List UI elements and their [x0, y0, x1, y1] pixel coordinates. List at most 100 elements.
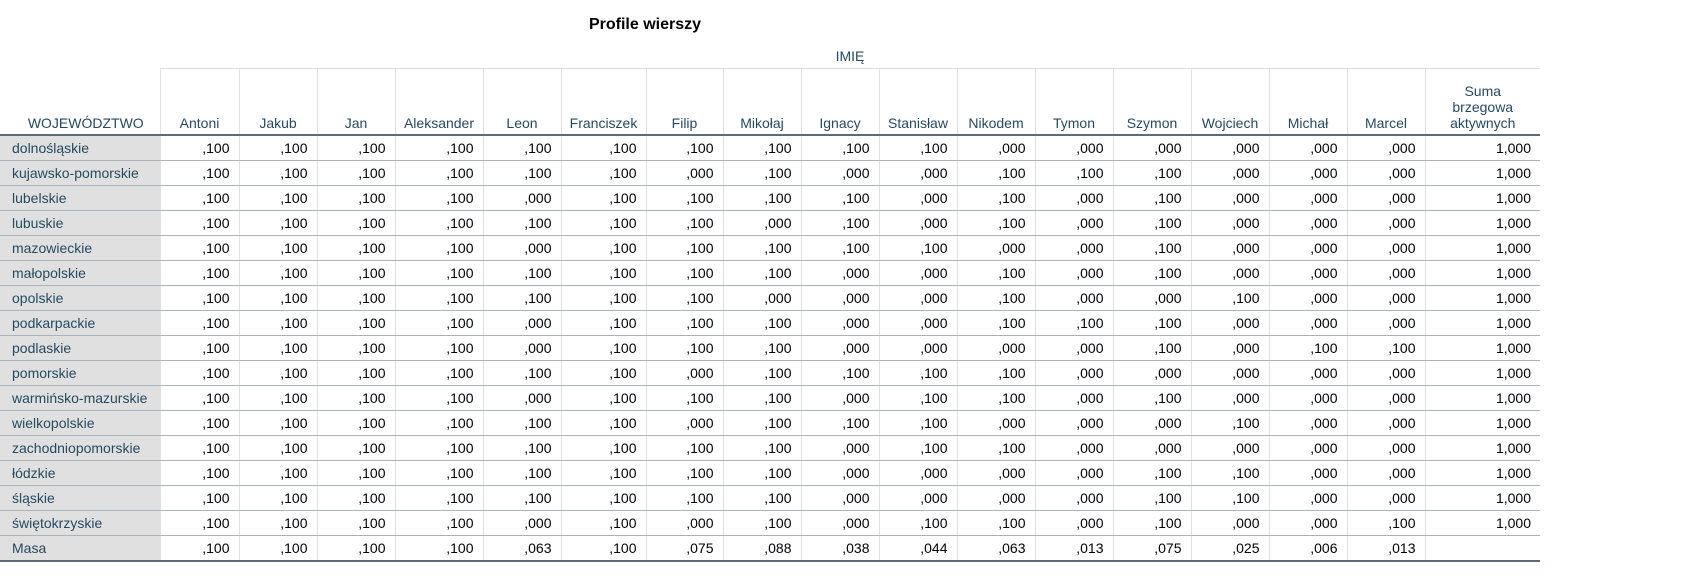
value-cell: ,100: [722, 460, 801, 486]
value-cell: ,100: [316, 210, 395, 236]
value-cell: ,100: [645, 285, 723, 311]
value-cell: ,000: [1346, 485, 1425, 511]
value-cell: ,000: [1034, 185, 1113, 211]
table-row: podkarpackie ,100,100,100,100,000,100,100…: [0, 310, 1540, 336]
value-cell: ,100: [394, 335, 483, 361]
column-header: Marcel: [1346, 68, 1425, 136]
value-cell: ,100: [645, 235, 723, 261]
value-cell: ,100: [394, 535, 483, 562]
value-cell: ,000: [645, 410, 723, 436]
value-cell: ,000: [1034, 435, 1113, 461]
value-cell: ,100: [560, 160, 646, 186]
value-cell: ,000: [1190, 210, 1269, 236]
value-cell: ,100: [645, 485, 723, 511]
column-header: Stanisław: [878, 68, 957, 136]
value-cell: ,000: [1034, 135, 1113, 161]
value-cell: ,000: [800, 260, 879, 286]
row-label: zachodniopomorskie: [0, 435, 160, 461]
value-cell: ,100: [238, 535, 317, 562]
value-cell: ,100: [316, 135, 395, 161]
value-cell: ,100: [722, 435, 801, 461]
value-cell: ,000: [1268, 285, 1347, 311]
value-cell: ,000: [1034, 235, 1113, 261]
value-cell: ,100: [1190, 410, 1269, 436]
value-cell: ,100: [878, 435, 957, 461]
column-header: Ignacy: [800, 68, 879, 136]
value-cell: ,100: [800, 135, 879, 161]
value-cell: ,000: [956, 410, 1035, 436]
value-cell: ,100: [722, 160, 801, 186]
value-cell: ,000: [1268, 460, 1347, 486]
value-cell: ,100: [159, 285, 239, 311]
value-cell: ,100: [956, 260, 1035, 286]
value-cell: ,100: [722, 135, 801, 161]
value-cell: ,000: [800, 385, 879, 411]
value-cell: ,100: [956, 360, 1035, 386]
value-cell: ,000: [1112, 135, 1191, 161]
value-cell: ,100: [560, 435, 646, 461]
value-cell: ,100: [645, 260, 723, 286]
value-cell: ,100: [238, 435, 317, 461]
table-row: zachodniopomorskie ,100,100,100,100,100,1…: [0, 435, 1540, 461]
value-cell: ,100: [1190, 460, 1269, 486]
value-cell: ,000: [956, 335, 1035, 361]
total-cell: 1,000: [1424, 435, 1540, 461]
value-cell: ,100: [800, 185, 879, 211]
value-cell: ,000: [1190, 360, 1269, 386]
row-variable-header: WOJEWÓDZTWO: [0, 68, 160, 136]
value-cell: ,000: [1034, 485, 1113, 511]
value-cell: ,000: [878, 335, 957, 361]
value-cell: ,100: [956, 510, 1035, 536]
value-cell: ,000: [1346, 310, 1425, 336]
column-header: Wojciech: [1190, 68, 1269, 136]
value-cell: ,100: [316, 185, 395, 211]
value-cell: ,100: [159, 260, 239, 286]
value-cell: ,100: [1190, 485, 1269, 511]
value-cell: ,000: [800, 310, 879, 336]
value-cell: ,000: [1346, 235, 1425, 261]
value-cell: ,000: [1190, 310, 1269, 336]
value-cell: ,100: [394, 135, 483, 161]
value-cell: ,100: [238, 285, 317, 311]
value-cell: ,100: [159, 435, 239, 461]
value-cell: ,000: [1346, 435, 1425, 461]
table-row: łódzkie ,100,100,100,100,100,100,100,100,…: [0, 460, 1540, 486]
value-cell: ,100: [159, 160, 239, 186]
value-cell: ,100: [1112, 385, 1191, 411]
value-cell: ,100: [159, 335, 239, 361]
value-cell: ,100: [482, 260, 561, 286]
value-cell: ,013: [1346, 535, 1425, 562]
total-cell: 1,000: [1424, 135, 1540, 161]
total-cell: [1424, 535, 1540, 562]
value-cell: ,100: [956, 285, 1035, 311]
row-label: świętokrzyskie: [0, 510, 160, 536]
table-row: lubuskie ,100,100,100,100,100,100,100,000…: [0, 210, 1540, 236]
value-cell: ,000: [1190, 435, 1269, 461]
total-header-line: Suma: [1464, 83, 1502, 99]
value-cell: ,100: [238, 485, 317, 511]
value-cell: ,100: [159, 535, 239, 562]
value-cell: ,000: [800, 460, 879, 486]
value-cell: ,100: [1112, 485, 1191, 511]
value-cell: ,100: [560, 535, 646, 562]
value-cell: ,100: [560, 410, 646, 436]
value-cell: ,100: [1268, 335, 1347, 361]
value-cell: ,000: [645, 510, 723, 536]
row-profiles-table: IMIĘ WOJEWÓDZTWO Antoni Jakub Jan Aleksande…: [0, 44, 1540, 562]
value-cell: ,000: [956, 460, 1035, 486]
value-cell: ,000: [1268, 435, 1347, 461]
value-cell: ,100: [560, 235, 646, 261]
total-cell: 1,000: [1424, 485, 1540, 511]
value-cell: ,100: [878, 235, 957, 261]
value-cell: ,000: [1112, 285, 1191, 311]
value-cell: ,000: [1034, 385, 1113, 411]
column-header: Szymon: [1112, 68, 1191, 136]
value-cell: ,100: [722, 335, 801, 361]
value-cell: ,100: [159, 485, 239, 511]
value-cell: ,100: [1190, 285, 1269, 311]
column-header: Jan: [316, 68, 395, 136]
value-cell: ,000: [1190, 185, 1269, 211]
value-cell: ,063: [956, 535, 1035, 562]
value-cell: ,100: [316, 535, 395, 562]
value-cell: ,088: [722, 535, 801, 562]
